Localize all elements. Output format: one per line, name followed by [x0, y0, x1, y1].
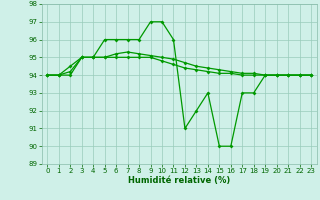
X-axis label: Humidité relative (%): Humidité relative (%) — [128, 176, 230, 185]
